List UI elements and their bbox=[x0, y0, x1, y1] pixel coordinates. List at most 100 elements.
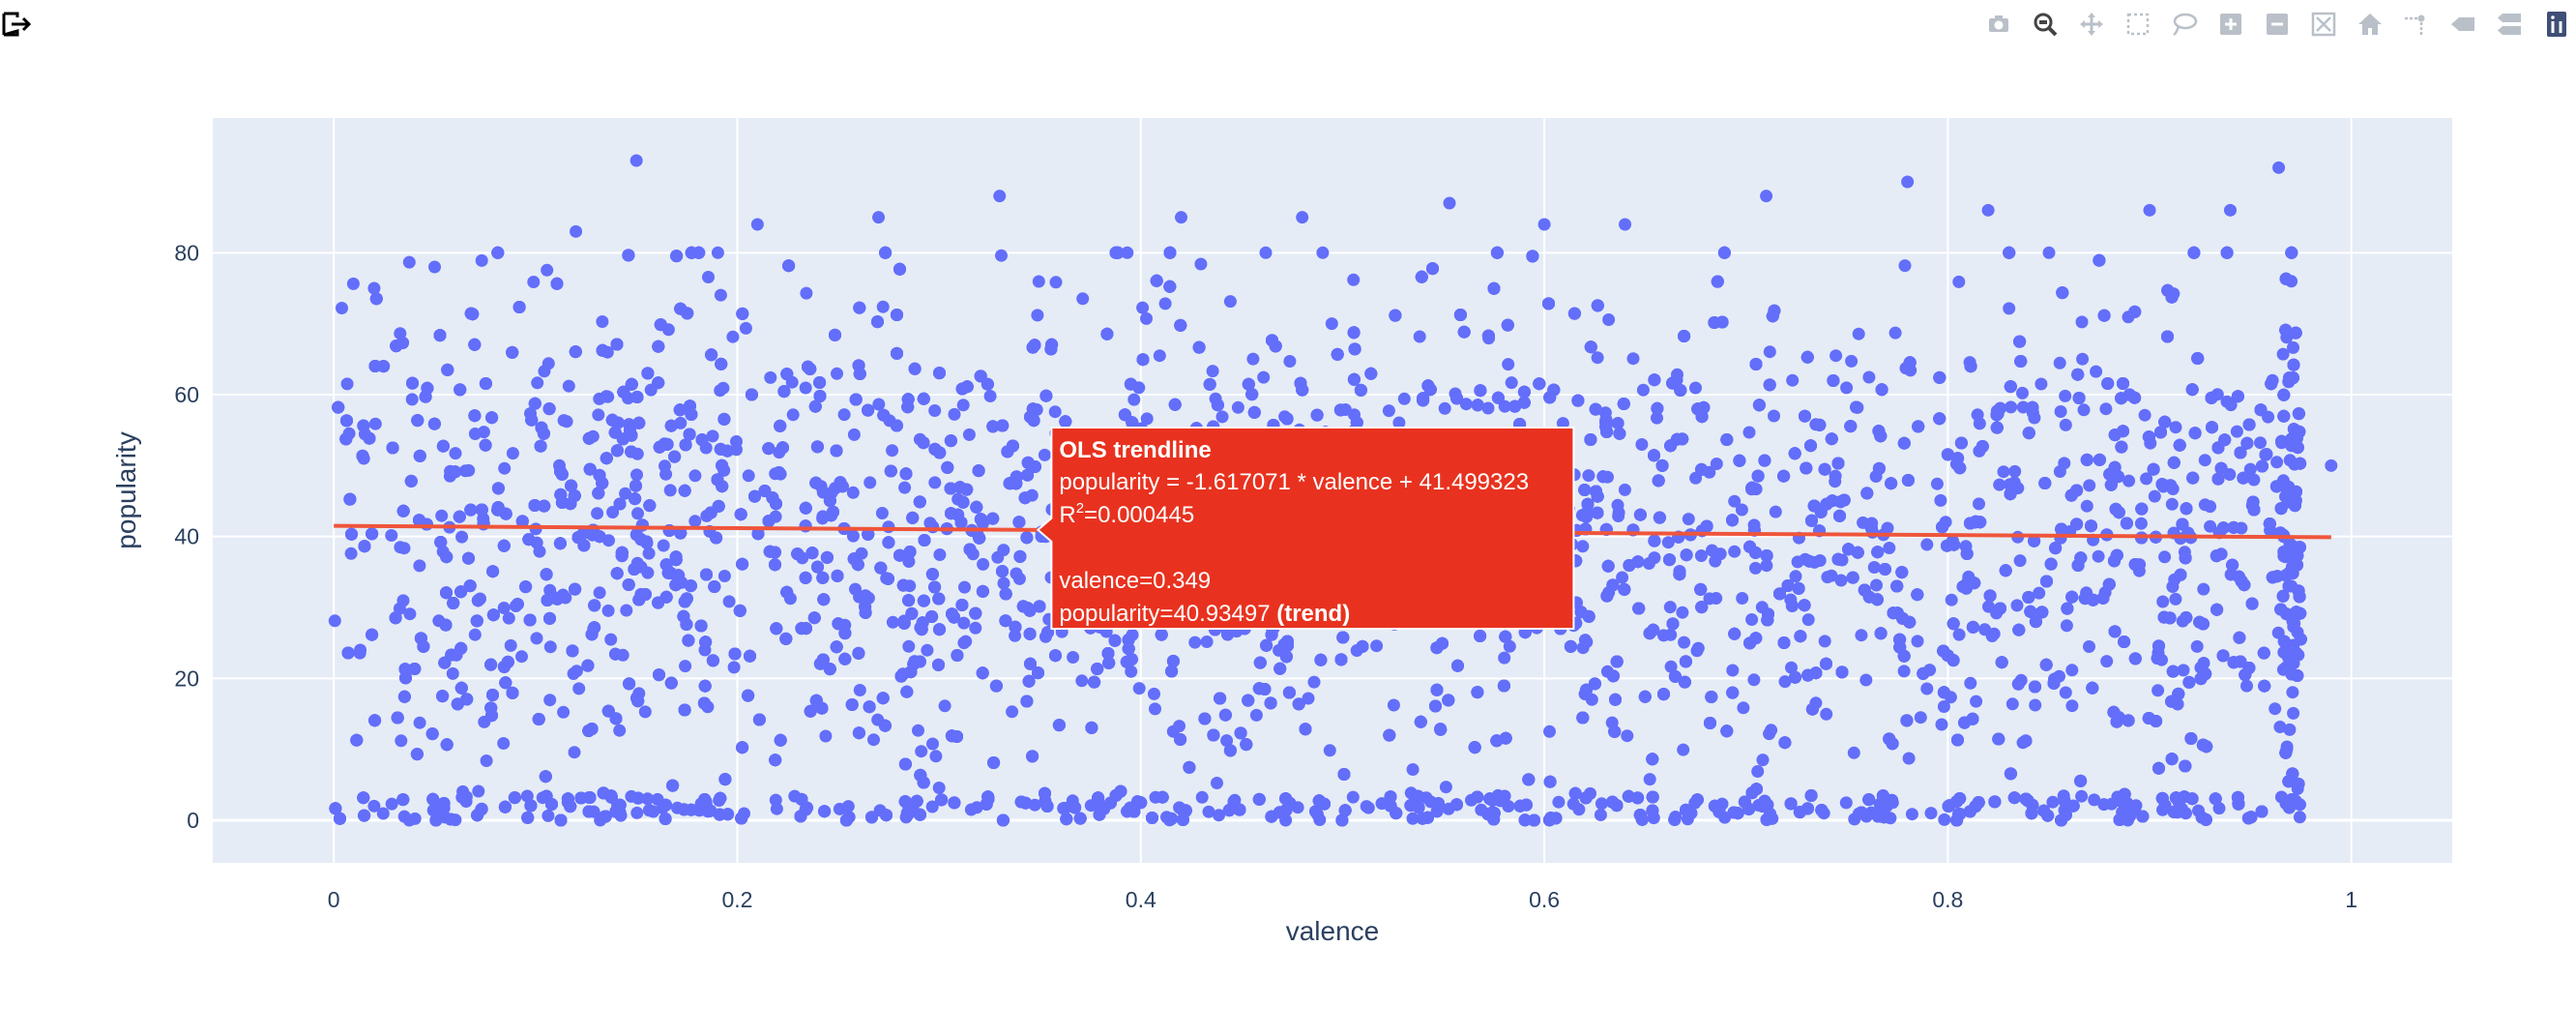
scatter-point bbox=[1413, 330, 1426, 343]
scatter-point bbox=[1818, 635, 1831, 648]
scatter-point bbox=[340, 377, 354, 391]
scatter-point bbox=[2010, 599, 2024, 612]
scatter-point bbox=[1439, 781, 1452, 794]
camera-button[interactable] bbox=[1978, 8, 2019, 41]
scatter-point bbox=[502, 611, 515, 625]
scatter-point bbox=[1978, 623, 1992, 636]
scatter-point bbox=[1249, 708, 1263, 722]
scatter-point bbox=[711, 246, 724, 259]
scatter-point bbox=[1048, 405, 1062, 419]
scatter-point bbox=[1737, 701, 1750, 715]
scatter-point bbox=[2088, 793, 2101, 807]
scatter-point bbox=[1778, 675, 1792, 689]
scatter-point bbox=[1902, 752, 1916, 765]
scatter-point bbox=[2083, 640, 2095, 653]
scatter-point bbox=[1595, 797, 1608, 811]
scatter-point bbox=[1971, 408, 1984, 422]
scatter-point bbox=[630, 468, 643, 482]
scatter-point bbox=[2005, 697, 2019, 711]
scatter-point bbox=[1937, 700, 1950, 713]
lasso-select-button[interactable] bbox=[2164, 8, 2205, 41]
autoscale-button[interactable] bbox=[2303, 8, 2344, 41]
scatter-point bbox=[606, 506, 620, 518]
scatter-point bbox=[983, 390, 997, 402]
export-icon[interactable] bbox=[0, 8, 33, 41]
scatter-point bbox=[435, 509, 449, 522]
scatter-point bbox=[2059, 686, 2072, 699]
scatter-point bbox=[1751, 765, 1765, 778]
scatter-point bbox=[2204, 519, 2217, 533]
scatter-point bbox=[2165, 497, 2179, 511]
scatter-point bbox=[1911, 635, 1924, 648]
box-select-button[interactable] bbox=[2118, 8, 2158, 41]
scatter-point bbox=[1543, 724, 1556, 738]
zoom-in-button[interactable] bbox=[2210, 8, 2251, 41]
scatter-point bbox=[1920, 682, 1934, 695]
scatter-point bbox=[2240, 679, 2253, 693]
scatter-point bbox=[1505, 376, 1518, 390]
scatter-point bbox=[2034, 377, 2048, 391]
scatter-point bbox=[2148, 489, 2161, 503]
scatter-point bbox=[2230, 425, 2243, 438]
scatter-point bbox=[912, 724, 924, 737]
scatter-point bbox=[619, 487, 632, 500]
scatter-point bbox=[368, 417, 382, 430]
scatter-point bbox=[1897, 665, 1911, 678]
scatter-point bbox=[2059, 389, 2072, 402]
hover-closest-button[interactable] bbox=[2443, 8, 2483, 41]
autoscale-icon bbox=[2311, 12, 2336, 37]
scatter-point bbox=[1710, 592, 1723, 605]
plotly-logo-button[interactable] bbox=[2535, 8, 2576, 41]
scatter-point bbox=[1498, 651, 1511, 665]
scatter-point bbox=[928, 404, 942, 417]
scatter-point bbox=[1706, 544, 1718, 557]
scatter-point bbox=[1257, 370, 1271, 384]
scatter-point bbox=[1148, 687, 1160, 700]
scatter-point bbox=[570, 665, 583, 678]
scatter-point bbox=[631, 507, 644, 520]
scatter-point bbox=[1801, 613, 1815, 627]
scatter-point bbox=[786, 408, 800, 422]
zoom-out-button[interactable] bbox=[2257, 8, 2298, 41]
scatter-point bbox=[2083, 479, 2096, 492]
scatter-point bbox=[853, 684, 866, 696]
scatter-point bbox=[837, 408, 851, 422]
scatter-point bbox=[742, 469, 755, 483]
pan-button[interactable] bbox=[2071, 8, 2112, 41]
spike-lines-button[interactable] bbox=[2396, 8, 2437, 41]
scatter-point bbox=[328, 614, 341, 628]
scatter-point bbox=[1576, 641, 1590, 655]
scatter-point bbox=[1618, 483, 1631, 496]
scatter-point bbox=[722, 595, 736, 608]
scatter-point bbox=[1867, 561, 1881, 574]
scatter-point bbox=[1829, 469, 1842, 483]
scatter-point bbox=[413, 716, 426, 729]
scatter-point bbox=[2075, 315, 2089, 329]
plotly-logo-icon bbox=[2547, 12, 2566, 37]
scatter-point bbox=[542, 809, 555, 822]
scatter-point bbox=[2005, 400, 2018, 414]
scatter-point bbox=[2138, 408, 2152, 422]
scatter-point bbox=[1459, 398, 1473, 411]
scatter-point bbox=[2059, 418, 2072, 431]
scatter-point bbox=[717, 381, 730, 395]
scatter-point bbox=[527, 276, 541, 288]
scatter-point bbox=[1689, 381, 1702, 395]
scatter-point bbox=[2046, 795, 2060, 809]
scatter-point bbox=[688, 515, 702, 528]
scatter-point bbox=[1576, 540, 1590, 553]
scatter-point bbox=[1905, 808, 1918, 821]
scatter-point bbox=[1012, 572, 1026, 585]
scatter-point bbox=[1997, 465, 2010, 479]
scatter-point bbox=[739, 321, 752, 335]
scatter-point bbox=[1153, 349, 1166, 363]
scatter-point bbox=[1791, 555, 1804, 569]
home-button[interactable] bbox=[2350, 8, 2390, 41]
scatter-point bbox=[1852, 327, 1865, 340]
scatter-point bbox=[2134, 517, 2148, 530]
scatter-point bbox=[2247, 473, 2261, 487]
scatter-point bbox=[1611, 498, 1625, 512]
hover-compare-button[interactable] bbox=[2489, 8, 2530, 41]
zoom-button[interactable] bbox=[2025, 8, 2065, 41]
scatter-point bbox=[1934, 493, 1947, 507]
